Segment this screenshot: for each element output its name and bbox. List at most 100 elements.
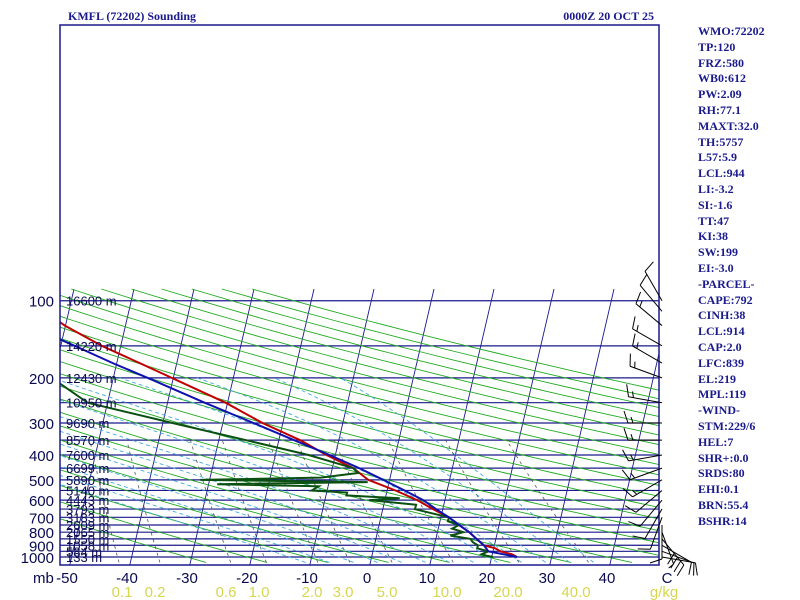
- mixing-ratio-label: 10.0: [432, 584, 461, 600]
- wind-barb-staff: [635, 303, 663, 326]
- moist-adiabat: [60, 455, 378, 563]
- moist-adiabat: [274, 377, 570, 563]
- dry-adiabat: [60, 439, 511, 563]
- wind-barb-half-flag: [629, 454, 634, 461]
- moist-adiabat: [60, 443, 402, 563]
- dry-adiabat: [60, 294, 659, 455]
- wind-barb-staff: [639, 284, 663, 312]
- dry-adiabat: [60, 484, 328, 563]
- wind-barb-flag: [649, 558, 663, 564]
- wind-barb-flag: [622, 449, 629, 462]
- stat-line: FRZ:580: [698, 55, 744, 70]
- wind-barb-staff: [632, 328, 663, 347]
- mixing-ratio-line: [126, 440, 161, 563]
- stat-line: BSHR:14: [698, 513, 747, 528]
- stat-line: TT:47: [698, 213, 730, 228]
- isotherm-line: [0, 289, 14, 577]
- wind-barb-half-flag: [630, 433, 634, 441]
- mixing-ratio-label: 0.6: [216, 584, 237, 600]
- stat-line: SRDS:80: [698, 466, 745, 481]
- temperature-tick-label: -30: [176, 570, 198, 587]
- wind-barb: [622, 449, 663, 462]
- isotherm-line: [549, 288, 615, 565]
- wind-barb-flag: [676, 564, 685, 576]
- stat-line: MPL:119: [698, 387, 746, 402]
- stat-line: LCL:914: [698, 324, 745, 339]
- wind-barb: [661, 531, 675, 569]
- temperature-tick-label: 20: [479, 570, 496, 587]
- sounding-profiles: [60, 320, 518, 558]
- wind-barb: [644, 261, 663, 301]
- height-label: 3793 m: [66, 502, 109, 517]
- wind-barb-staff: [644, 271, 663, 301]
- height-label: 3183 m: [66, 510, 109, 525]
- stat-line: SI:-1.6: [698, 197, 733, 212]
- dry-adiabat: [60, 361, 659, 520]
- wind-barb-flag: [635, 291, 642, 304]
- height-label: 6699 m: [66, 461, 109, 476]
- temperature-tick-label: 0: [363, 570, 371, 587]
- moist-adiabat: [60, 399, 474, 563]
- wind-barb-staff: [632, 345, 663, 364]
- stat-line: HEL:7: [698, 434, 734, 449]
- stat-line: CAP:2.0: [698, 339, 742, 354]
- moist-adiabat: [60, 474, 330, 563]
- parcel-trace: [60, 338, 518, 558]
- mixing-ratio-label: 2.0: [302, 584, 323, 600]
- wind-barb-staff: [629, 365, 663, 379]
- temperature-tick-label: C: [662, 570, 673, 587]
- height-label: 2609 m: [66, 518, 109, 533]
- mixing-ratio-line: [296, 440, 351, 563]
- height-label: 10950 m: [66, 396, 117, 411]
- dry-adiabat: [60, 469, 389, 563]
- wind-barb: [624, 490, 663, 513]
- wind-barb: [637, 517, 663, 550]
- wind-barb: [629, 353, 663, 379]
- wind-barb-flag: [632, 535, 646, 539]
- dry-adiabat: [71, 288, 659, 446]
- wind-barb-flag: [632, 333, 636, 347]
- wind-barb-half-flag: [630, 472, 636, 479]
- height-label: 1058 m: [66, 538, 109, 553]
- dry-adiabat: [60, 337, 659, 497]
- moist-adiabat: [60, 483, 306, 563]
- wind-barb: [632, 333, 663, 364]
- temperature-tick-label: -50: [56, 570, 78, 587]
- height-label: 5890 m: [66, 473, 109, 488]
- stat-line: RH:77.1: [698, 102, 741, 117]
- mixing-ratio-line: [506, 439, 589, 563]
- isotherm-line: [189, 288, 255, 565]
- isotherm-line: [369, 288, 435, 565]
- mixing-ratio-label: 1.0: [249, 584, 270, 600]
- mixing-ratio-label: g/kg: [650, 584, 678, 600]
- mixing-ratio-label: 40.0: [561, 584, 590, 600]
- stat-line: L57:5.9: [698, 150, 737, 165]
- stat-line: CAPE:792: [698, 292, 753, 307]
- isotherm-line: [429, 288, 495, 565]
- wind-barb: [623, 427, 662, 441]
- stat-line: -WIND-: [698, 403, 740, 418]
- mixing-ratio-label: 3.0: [333, 584, 354, 600]
- dry-adiabat: [101, 288, 659, 436]
- pressure-tick-label: 600: [29, 493, 54, 510]
- dry-adiabat: [60, 518, 207, 563]
- stat-line: STM:229/6: [698, 418, 756, 433]
- height-label: 14220 m: [66, 339, 117, 354]
- wind-barb-flag: [626, 384, 630, 397]
- dry-adiabat: [60, 326, 659, 486]
- temperature-tick-label: -40: [116, 570, 138, 587]
- wind-barb-flag: [624, 505, 637, 513]
- stat-line: EHI:0.1: [698, 482, 740, 497]
- height-label: 7600 m: [66, 448, 109, 463]
- isotherm-line: [309, 288, 375, 565]
- dry-adiabat: [60, 398, 659, 556]
- height-label: 1550 m: [66, 532, 109, 547]
- diagram-grid: [0, 288, 659, 577]
- dry-adiabat: [60, 349, 659, 508]
- wind-barb-flag: [623, 427, 629, 441]
- wind-barb: [623, 410, 662, 424]
- wind-barb-flag: [694, 562, 698, 576]
- wind-barb-half-flag: [632, 391, 634, 398]
